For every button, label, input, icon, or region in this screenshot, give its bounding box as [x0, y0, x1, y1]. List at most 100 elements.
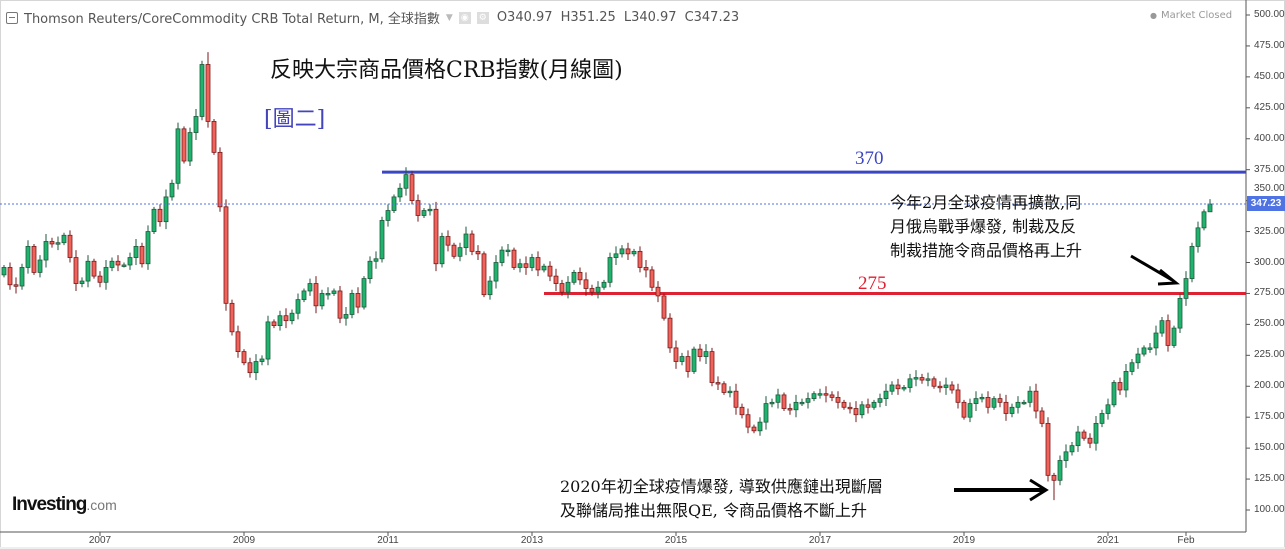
candle: [355, 287, 361, 314]
candle: [43, 234, 49, 268]
candle: [649, 266, 655, 291]
candle-body-down: [1051, 474, 1057, 481]
candle-body-up: [1111, 382, 1117, 406]
candle: [913, 370, 919, 387]
candle: [175, 122, 181, 190]
candle-body-up: [463, 233, 469, 249]
candle: [577, 267, 583, 285]
candle: [451, 242, 457, 259]
candle: [973, 391, 979, 411]
candle: [919, 373, 925, 384]
candle: [277, 310, 283, 331]
candle-body-down: [655, 286, 661, 297]
candle-body-up: [1093, 422, 1099, 444]
candle: [781, 392, 787, 411]
candle-body-down: [337, 290, 343, 319]
eye-icon[interactable]: ◉: [458, 11, 471, 24]
candle-body-down: [823, 393, 829, 396]
candle-body-up: [925, 378, 931, 381]
note-2020-line: 2020年初全球疫情爆發, 導致供應鏈出現斷層: [560, 477, 883, 496]
candle: [121, 262, 127, 268]
candle: [343, 307, 349, 326]
candle: [403, 167, 409, 196]
candle-body-down: [535, 257, 541, 271]
candle: [1141, 345, 1147, 357]
candle: [223, 199, 229, 311]
y-tick-label: 125.00: [1254, 473, 1285, 485]
candle-body-down: [7, 267, 13, 286]
candle: [235, 325, 241, 358]
candle-body-up: [1015, 401, 1021, 408]
candle-body-up: [349, 293, 355, 315]
candle-body-down: [475, 250, 481, 255]
candle-body-down: [583, 279, 589, 289]
candle-body-down: [67, 234, 73, 258]
candle-body-up: [43, 241, 49, 261]
candle: [211, 118, 217, 155]
candle-body-up: [631, 250, 637, 255]
candle-body-up: [769, 401, 775, 405]
candle: [259, 355, 265, 366]
candle-body-up: [529, 257, 535, 268]
candle: [997, 393, 1003, 408]
note-2022-line: 今年2月全球疫情再擴散,同: [890, 193, 1082, 212]
candle: [871, 399, 877, 410]
candle: [511, 247, 517, 270]
candle: [685, 350, 691, 378]
chart-header: Thomson Reuters/CoreCommodity CRB Total …: [6, 8, 739, 27]
candle-body-down: [73, 257, 79, 284]
candle: [961, 399, 967, 420]
x-tick-label: 2013: [520, 535, 544, 546]
candle: [289, 309, 295, 325]
investing-logo: Investing.com: [12, 494, 117, 516]
candle: [61, 232, 67, 246]
candle-body-down: [685, 356, 691, 372]
candle-body-down: [781, 394, 787, 409]
chevron-down-icon[interactable]: ▼: [445, 12, 453, 23]
y-tick-label: 225.00: [1254, 349, 1285, 361]
candle: [67, 230, 73, 263]
candle: [895, 378, 901, 395]
candle-body-down: [715, 382, 721, 385]
candle: [127, 252, 133, 270]
candle-body-up: [979, 396, 985, 400]
logo-main: Investing: [12, 494, 87, 515]
candle: [1045, 417, 1051, 482]
candle-body-down: [271, 321, 277, 327]
candle-body-down: [865, 404, 871, 408]
candle-body-down: [1033, 390, 1039, 412]
candle-body-down: [469, 233, 475, 252]
candle: [169, 179, 175, 201]
candle-body-up: [679, 356, 685, 362]
candle-body-up: [199, 64, 205, 117]
candle: [787, 403, 793, 415]
candle-body-up: [1189, 246, 1195, 279]
candle: [835, 391, 841, 409]
y-tick-label: 250.00: [1254, 318, 1285, 330]
candle: [139, 242, 145, 268]
candle-body-up: [1105, 404, 1111, 414]
candle-body-up: [295, 299, 301, 314]
candle-body-up: [325, 293, 331, 296]
gear-icon[interactable]: ⚙: [476, 11, 489, 24]
candle: [247, 357, 253, 378]
candle-body-up: [169, 182, 175, 198]
candle-body-up: [1195, 227, 1201, 247]
candle: [1039, 407, 1045, 428]
candle: [283, 308, 289, 329]
candle: [601, 279, 607, 290]
note-2020: 2020年初全球疫情爆發, 導致供應鏈出現斷層 及聯儲局推出無限QE, 令商品價…: [560, 475, 883, 523]
candle-body-up: [1207, 203, 1213, 213]
candle-body-up: [1027, 390, 1033, 403]
candle-body-down: [637, 250, 643, 268]
candle: [985, 391, 991, 414]
candle-body-down: [451, 244, 457, 257]
candle-body-up: [991, 398, 997, 408]
candle: [667, 313, 673, 353]
candle: [1111, 380, 1117, 408]
candle: [217, 147, 223, 212]
candle-body-down: [577, 271, 583, 281]
candle-body-down: [235, 331, 241, 352]
collapse-icon[interactable]: [6, 11, 18, 24]
